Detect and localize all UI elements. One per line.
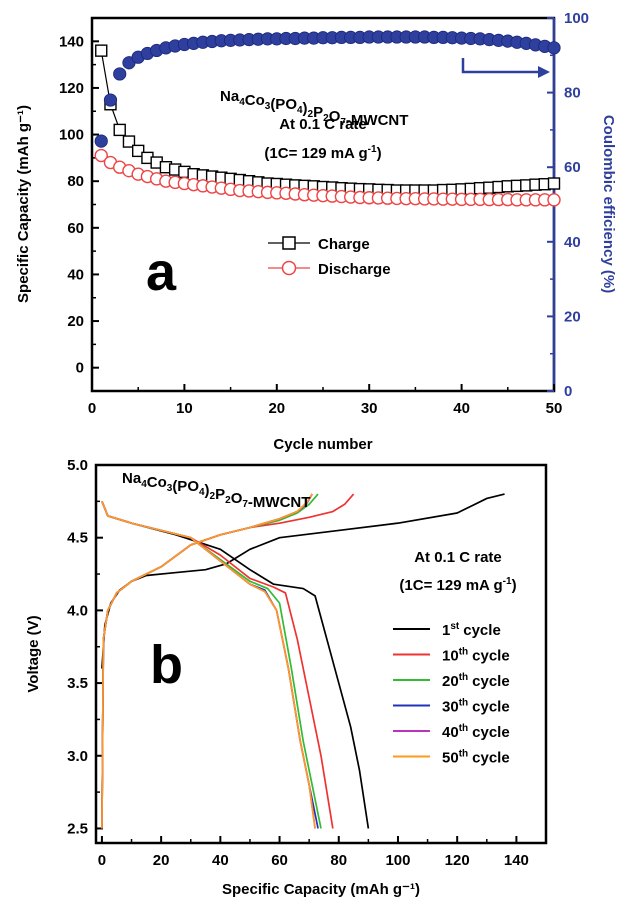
charge-point [122,135,136,148]
panel-a-y-tick-label: 120 [59,80,84,97]
panel-a-y2-tick-label: 80 [564,85,581,102]
legend-label-30th-cycle: 30th cycle [442,698,510,716]
charge-point [95,44,108,57]
panel-b-y-tick-label: 5.0 [67,457,88,474]
panel-b-y-tick-label: 2.5 [67,820,88,837]
panel-a-frame [90,16,556,393]
panel-a-y2-tick-label: 20 [564,308,581,325]
panel-a-x-tick-label: 10 [176,400,193,417]
panel-b-rate-def-label: (1C= 129 mA g-1) [399,576,516,594]
legend-label-10th-cycle: 10th cycle [442,647,510,665]
panel-b-letter: b [150,635,183,695]
panel-a-y-tick-label: 0 [76,360,84,377]
panel-a-y2-tick-label: 60 [564,159,581,176]
panel-a-arrow-head [538,66,550,78]
curve-20th-cycle-charge [101,493,319,829]
panel-b-material-label: Na4Co3(PO4)2P2O7-MWCNT [122,470,310,511]
panel-a-y-label: Specific Capacity (mAh g⁻¹) [15,105,32,303]
charge-point [131,144,145,158]
panel-b-y-tick-label: 4.5 [67,530,88,547]
panel-a-series [94,30,561,207]
panel-a-material-label: Na4Co3(PO4)2P2O7-MWCNT [220,88,408,129]
panel-b-x-ticks: 0 20 40 60 80 100 120 140 [98,836,529,869]
panel-b-rate-label: At 0.1 C rate [414,549,502,566]
panel-b-y-tick-label: 4.0 [67,602,88,619]
panel-b-x-label: Specific Capacity (mAh g⁻¹) [222,881,420,898]
legend-label-1st-cycle: 1st cycle [442,621,501,639]
panel-b-y-label: Voltage (V) [25,615,42,692]
panel-b-series [101,493,505,829]
panel-a-y2-tick-label: 100 [564,10,589,27]
panel-a-y2-label: Coulombic efficiency (%) [600,115,617,293]
panel-a-y-tick-label: 20 [67,313,84,330]
panel-a-chart: 0 10 20 30 40 50 0 20 40 60 80 100 120 140 0 20 40 60 80… [15,10,617,453]
panel-b-x-tick-label: 80 [330,852,347,869]
curve-10th-cycle-discharge [101,501,334,829]
panel-b-x-tick-label: 60 [271,852,288,869]
panel-b-x-tick-label: 100 [385,852,410,869]
efficiency-point [94,134,108,148]
panel-b-x-tick-label: 20 [153,852,170,869]
legend-label-20th-cycle: 20th cycle [442,672,510,690]
panel-b-y-ticks: 2.5 3.0 3.5 4.0 4.5 5.0 [67,457,103,837]
legend-label-50th-cycle: 50th cycle [442,749,510,767]
panel-a-x-tick-label: 50 [546,400,563,417]
panel-b-chart: 0 20 40 60 80 100 120 140 2.5 3.0 3.5 4.0 4.5 5.0 Sp… [25,457,548,898]
curve-50th-cycle-discharge [101,501,316,829]
efficiency-point [547,41,561,55]
panel-b-frame [94,463,548,845]
charge-point [113,123,126,137]
efficiency-point [113,67,127,81]
curve-1st-cycle-discharge [101,501,370,829]
legend-charge-marker [282,236,296,250]
legend-discharge-marker [281,260,297,276]
panel-a-y-ticks: 0 20 40 60 80 100 120 140 [59,33,99,377]
legend-discharge-label: Discharge [318,261,391,278]
panel-a-y-tick-label: 80 [67,173,84,190]
panel-a-x-ticks: 0 10 20 30 40 50 [88,384,563,417]
curve-30th-cycle-discharge [101,501,319,829]
panel-a-y2-tick-label: 0 [564,383,572,400]
panel-b-x-tick-label: 0 [98,852,106,869]
panel-a-y-tick-label: 60 [67,220,84,237]
panel-a-rate-def-label: (1C= 129 mA g-1) [264,144,381,162]
discharge-point [94,148,108,163]
panel-a-x-tick-label: 30 [361,400,378,417]
panel-b-x-tick-label: 40 [212,852,229,869]
panel-a-y-tick-label: 40 [67,266,84,283]
panel-b-x-tick-label: 120 [445,852,470,869]
panel-a-rate-label: At 0.1 C rate [279,116,367,133]
panel-a-y2-ticks: 0 20 40 60 80 100 [547,10,589,400]
panel-b-y-tick-label: 3.0 [67,748,88,765]
curve-10th-cycle-charge [101,493,355,829]
panel-a-x-tick-label: 0 [88,400,96,417]
legend-label-40th-cycle: 40th cycle [442,723,510,741]
legend-charge-label: Charge [318,236,370,253]
panel-a-x-tick-label: 40 [453,400,470,417]
efficiency-point [103,93,118,107]
panel-a-arrow [461,58,543,74]
panel-b-legend: 1st cycle 10th cycle 20th cycle 30th cycle 40th c… [393,621,510,767]
panel-a-x-label: Cycle number [273,436,372,453]
panel-a-y-tick-label: 100 [59,127,84,144]
panel-b-y-tick-label: 3.5 [67,675,88,692]
panel-a-letter: a [146,242,177,302]
panel-a-legend: Charge Discharge [268,236,391,278]
panel-a-x-tick-label: 20 [268,400,285,417]
charge-point [547,177,561,190]
panel-a-y2-tick-label: 40 [564,234,581,251]
panel-a-y-tick-label: 140 [59,33,84,50]
curve-50th-cycle-charge [101,493,313,829]
panel-b-x-tick-label: 140 [504,852,529,869]
discharge-point [547,193,561,207]
